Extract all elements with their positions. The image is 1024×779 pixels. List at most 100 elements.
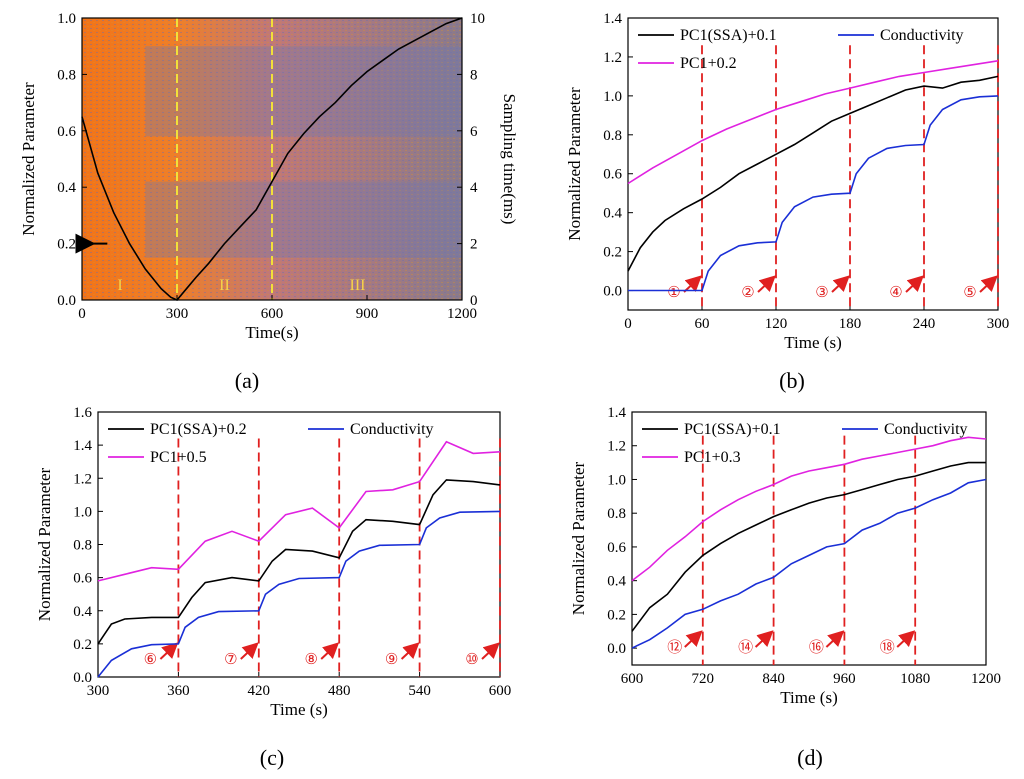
event-marker-arrow [683, 275, 702, 293]
x-tick-label: 600 [489, 683, 512, 699]
x-tick-label: 900 [356, 306, 379, 322]
x-tick-label: 720 [692, 671, 715, 687]
x-tick-label: 300 [166, 306, 189, 322]
x-tick-label: 1200 [447, 306, 477, 322]
legend-label: PC1(SSA)+0.2 [150, 421, 247, 438]
y-tick-label: 1.0 [73, 504, 92, 520]
y-tick-label: 1.4 [603, 11, 622, 27]
series-line-d-2 [631, 436, 987, 582]
plot-frame [631, 411, 987, 666]
event-marker-arrow [754, 630, 774, 648]
y-tick-label: 0.0 [603, 284, 622, 300]
x-tick-label: 960 [833, 671, 856, 687]
x-tick-label: 540 [408, 683, 431, 699]
legend-label: PC1(SSA)+0.1 [680, 27, 777, 44]
panel-label-c: (c) [260, 745, 284, 770]
series-line-c-1 [97, 510, 501, 678]
x-tick-label: 60 [695, 316, 710, 332]
y2-tick-label: 4 [470, 180, 478, 196]
y-tick-label: 1.2 [603, 50, 622, 66]
x-tick-label: 240 [913, 316, 936, 332]
x-tick-label: 180 [839, 316, 862, 332]
event-marker-arrow [757, 275, 776, 293]
legend-label: Conductivity [884, 421, 968, 438]
y-tick-label: 0.8 [73, 538, 92, 554]
y-tick-label: 1.6 [73, 405, 92, 421]
x-tick-label: 1080 [900, 671, 930, 687]
event-marker-label: ⑭ [738, 639, 753, 656]
y-tick-label: 0.6 [73, 571, 92, 587]
y-tick-label: 0.2 [603, 245, 622, 261]
y2-tick-label: 2 [470, 237, 478, 253]
x-tick-label: 0 [624, 316, 632, 332]
series-line-b-1 [628, 95, 999, 292]
panel-d: 600 720 840 960 1080 1200 0.0 0.2 0.4 0.6 0.8 1.0 1.… [569, 405, 1001, 707]
event-marker-label: ⑩ [465, 652, 478, 668]
legend-label: PC1+0.2 [680, 55, 737, 72]
panel-c: 300 360 420 480 540 600 0.0 0.2 0.4 0.6 0.8 1.0 1.2 1… [35, 405, 511, 719]
event-marker-arrow [896, 630, 916, 648]
panel-label-a: (a) [235, 368, 259, 393]
y-tick-label: 1.0 [607, 472, 626, 488]
event-marker-label: ⑤ [963, 285, 976, 301]
y-axis-label: Normalized Parameter [569, 461, 588, 615]
region-label: III [350, 277, 366, 294]
y-axis-label: Normalized Parameter [565, 87, 584, 241]
y2-tick-label: 6 [470, 124, 478, 140]
heatmap-band [145, 181, 463, 258]
event-marker-arrow [831, 275, 850, 293]
legend-label: Conductivity [350, 421, 434, 438]
event-marker-label: ⑥ [144, 652, 157, 668]
x-axis-label: Time (s) [780, 688, 837, 707]
y2-tick-label: 10 [470, 11, 485, 27]
series-line-c-2 [97, 440, 501, 582]
event-marker-arrow [825, 630, 845, 648]
y-tick-label: 0.8 [603, 128, 622, 144]
series-line-d-0 [631, 461, 986, 632]
x-axis-label: Time (s) [270, 700, 327, 719]
region-label: I [117, 277, 122, 294]
y-tick-label: 0.6 [607, 540, 626, 556]
y2-tick-label: 0 [470, 293, 478, 309]
y-tick-label: 0.4 [603, 206, 622, 222]
series-line-a-0 [81, 17, 463, 301]
x-tick-label: 300 [987, 316, 1010, 332]
event-marker-arrow [320, 642, 340, 660]
legend-label: PC1(SSA)+0.1 [684, 421, 781, 438]
y-tick-label: 0.0 [73, 670, 92, 686]
y-tick-label: 0.0 [607, 641, 626, 657]
y-tick-label: 0.6 [57, 124, 76, 140]
y-tick-label: 0.4 [607, 574, 626, 590]
y-axis-label: Normalized Parameter [35, 467, 54, 621]
y-tick-label: 1.4 [607, 405, 626, 421]
y-tick-label: 0.2 [73, 637, 92, 653]
event-marker-label: ③ [815, 285, 828, 301]
x-axis-label: Time(s) [245, 323, 298, 342]
x-tick-label: 420 [248, 683, 271, 699]
event-marker-arrow [400, 642, 420, 660]
event-marker-arrow [159, 642, 179, 660]
event-marker-arrow [905, 275, 924, 293]
legend-label: Conductivity [880, 27, 964, 44]
x-tick-label: 360 [167, 683, 190, 699]
event-marker-label: ⑨ [385, 652, 398, 668]
x-tick-label: 600 [261, 306, 284, 322]
series-line-b-2 [627, 60, 999, 185]
event-marker-label: ② [741, 285, 754, 301]
y-tick-label: 0.8 [57, 67, 76, 83]
event-marker-label: ⑯ [809, 639, 824, 656]
y-tick-label: 0.2 [57, 237, 76, 253]
event-marker-label: ⑦ [224, 652, 237, 668]
event-marker-label: ① [667, 285, 680, 301]
region-label: II [219, 277, 230, 294]
legend-label: PC1+0.5 [150, 449, 207, 466]
event-marker-arrow [979, 275, 998, 293]
series-line-d-1 [631, 478, 987, 649]
series-line-c-0 [97, 479, 501, 645]
x-tick-label: 840 [762, 671, 785, 687]
event-marker-arrow [240, 642, 259, 660]
x-tick-label: 0 [78, 306, 86, 322]
y-tick-label: 0.2 [607, 607, 626, 623]
